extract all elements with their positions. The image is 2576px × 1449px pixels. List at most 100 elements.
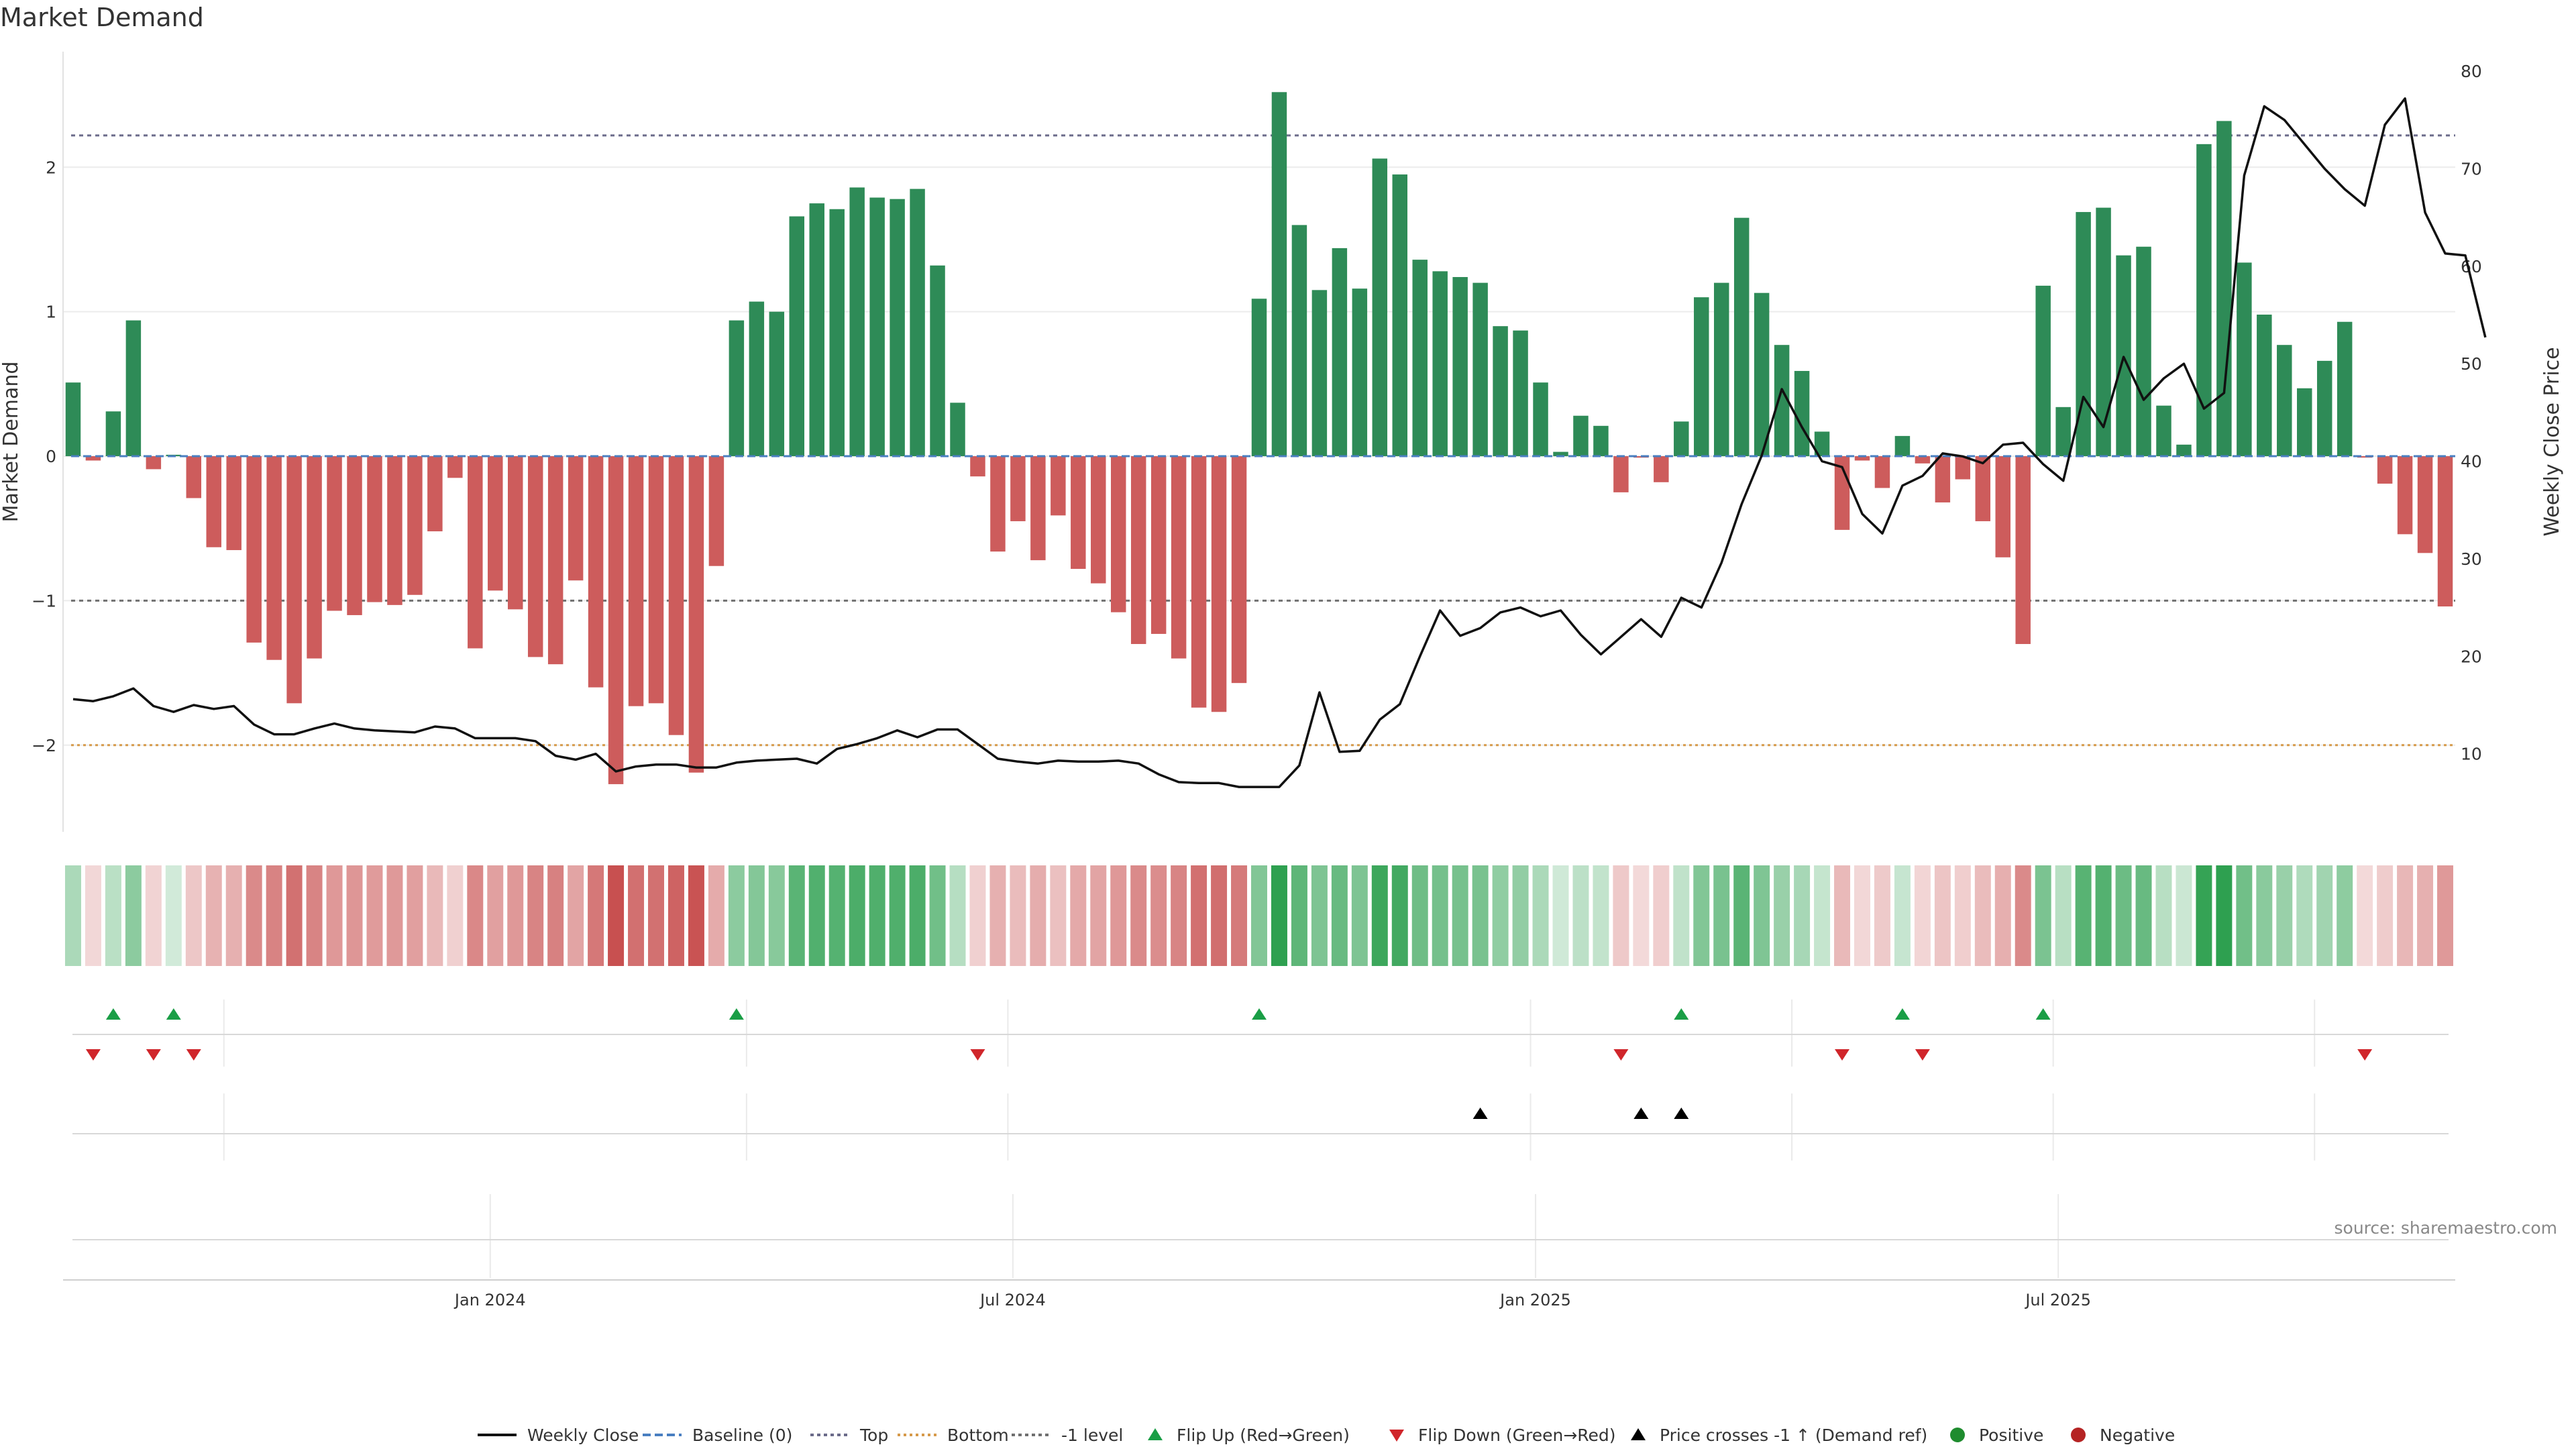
flip-up-marker (1674, 1008, 1689, 1020)
heat-strip-cell (1432, 865, 1448, 966)
legend-key-dot (2071, 1428, 2086, 1442)
demand-bar (1854, 456, 1870, 461)
heat-strip-cell (989, 865, 1006, 966)
heat-strip-cell (1914, 865, 1931, 966)
heat-strip-cell (949, 865, 966, 966)
heat-strip-cell (527, 865, 544, 966)
legend-label: -1 level (1061, 1426, 1123, 1445)
demand-bar (1794, 370, 1810, 457)
demand-bar (1493, 326, 1508, 457)
legend-key-marker (1389, 1430, 1404, 1442)
demand-bar (1874, 456, 1890, 488)
heat-strip-cell (2357, 865, 2373, 966)
legend-key-marker (1631, 1428, 1646, 1440)
demand-bar (588, 456, 604, 688)
heat-strip-cell (427, 865, 443, 966)
demand-bar (2076, 212, 2091, 457)
demand-bar (950, 402, 965, 457)
demand-bar (387, 456, 402, 605)
demand-bar (1995, 456, 2010, 557)
heat-strip-cell (185, 865, 202, 966)
heat-strip-cell (808, 865, 825, 966)
demand-bar (2377, 456, 2393, 484)
demand-bar (1915, 456, 1931, 464)
heat-strip-cell (667, 865, 684, 966)
flip-down-marker (2357, 1049, 2373, 1061)
flip-up-marker (1894, 1008, 1910, 1020)
demand-bar (1733, 217, 1750, 457)
demand-bar (347, 456, 362, 615)
demand-bar (1372, 158, 1388, 457)
x-tick-label: Jul 2024 (979, 1291, 1046, 1309)
heat-strip-cell (628, 865, 645, 966)
demand-bar (2277, 345, 2292, 457)
demand-bar (1513, 330, 1528, 457)
heat-strip-cell (969, 865, 986, 966)
demand-bar (1814, 431, 1830, 457)
heat-strip-cell (1150, 865, 1167, 966)
heat-strip-cell (165, 865, 182, 966)
demand-bar (970, 456, 985, 477)
heat-strip-cell (1090, 865, 1107, 966)
heat-strip-cell (1050, 865, 1067, 966)
chart-title: Market Demand (0, 3, 204, 32)
demand-bar (1593, 425, 1609, 457)
demand-bar (1030, 456, 1046, 561)
x-tick-label: Jul 2025 (2024, 1291, 2091, 1309)
demand-bar (628, 456, 644, 706)
heat-strip-cell (2055, 865, 2072, 966)
heat-strip-cell (2216, 865, 2233, 966)
heat-strip-cell (849, 865, 865, 966)
heat-strip-cell (547, 865, 564, 966)
heat-strip-cell (1834, 865, 1851, 966)
demand-bar (427, 456, 443, 532)
heat-strip-cell (1191, 865, 1208, 966)
heat-strip-cell (2256, 865, 2273, 966)
y2-tick-label: 40 (2461, 452, 2482, 472)
flip-up-marker (2035, 1008, 2051, 1020)
heat-strip-cell (748, 865, 765, 966)
heat-strip-cell (1774, 865, 1790, 966)
heat-strip-cell (2236, 865, 2253, 966)
heat-strip-cell (2155, 865, 2172, 966)
flip-down-marker (970, 1049, 985, 1061)
flip-up-marker (729, 1008, 744, 1020)
demand-bar (648, 456, 664, 704)
heat-strip-cell (1130, 865, 1147, 966)
demand-bar (769, 311, 785, 457)
heat-strip-cell (1171, 865, 1187, 966)
heat-strip-cell (407, 865, 423, 966)
heat-strip-cell (1411, 865, 1428, 966)
source-credit: source: sharemaestro.com (2334, 1218, 2558, 1238)
demand-bar (2035, 285, 2051, 457)
legend-label: Flip Up (Red→Green) (1177, 1426, 1350, 1445)
demand-bar (65, 382, 81, 457)
price-cross-marker (1472, 1108, 1488, 1119)
heat-strip-cell (648, 865, 664, 966)
heat-strip-cell (2015, 865, 2031, 966)
heat-strip-cell (608, 865, 625, 966)
demand-bar (2136, 246, 2151, 457)
demand-bar (608, 456, 624, 784)
demand-bar (2156, 405, 2171, 457)
heat-strip-cell (2276, 865, 2293, 966)
flip-up-marker (166, 1008, 181, 1020)
heat-strip-cell (2095, 865, 2112, 966)
heat-strip-cell (1814, 865, 1831, 966)
y2-tick-label: 10 (2461, 745, 2482, 764)
demand-bar (1231, 456, 1247, 684)
y-tick-label: 1 (46, 303, 56, 322)
heat-strip-cell (326, 865, 343, 966)
flip-up-marker (1252, 1008, 1267, 1020)
heat-strip-cell (1030, 865, 1046, 966)
demand-bar (1955, 456, 1971, 480)
demand-bar (1051, 456, 1066, 516)
demand-bar (1271, 92, 1287, 457)
demand-bar (1452, 276, 1468, 457)
heat-strip-cell (1311, 865, 1328, 966)
demand-bar (1432, 271, 1448, 457)
heat-strip-cell (1331, 865, 1348, 966)
demand-bar (1110, 456, 1126, 612)
heat-strip-cell (1211, 865, 1228, 966)
demand-bar (829, 209, 845, 457)
